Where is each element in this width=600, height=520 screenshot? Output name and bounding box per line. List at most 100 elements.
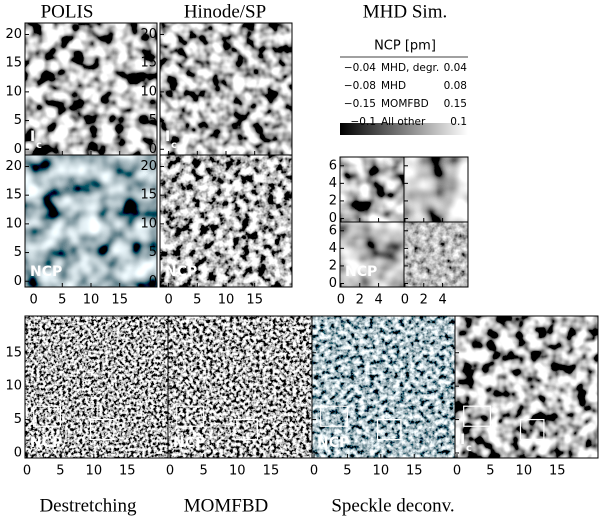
y-tick-label: 15 <box>5 345 22 360</box>
legend-min: −0.08 <box>344 80 376 92</box>
y-tick-label: 0 <box>329 211 337 226</box>
x-tick-label: 15 <box>111 293 128 308</box>
panel-frame <box>403 221 469 288</box>
x-tick-label: 2 <box>356 293 364 308</box>
column-title: MHD Sim. <box>363 1 447 22</box>
region-box <box>376 418 402 441</box>
y-tick-label: 15 <box>5 188 22 203</box>
legend-case: MHD, degr. <box>381 62 439 74</box>
x-tick-label: 10 <box>86 464 103 479</box>
panel-label: NCP <box>165 264 197 280</box>
region-box <box>519 418 545 441</box>
column-title: POLIS <box>41 1 94 22</box>
legend-min: −0.04 <box>344 62 376 74</box>
y-tick-label: 5 <box>14 245 22 260</box>
image-panel <box>168 316 312 458</box>
panel-label: NCP <box>345 264 377 280</box>
y-tick-label: 0 <box>329 276 337 291</box>
x-tick-label: 4 <box>438 293 446 308</box>
region-box <box>320 405 349 427</box>
x-tick-label: 0 <box>164 293 172 308</box>
legend-min: −0.1 <box>351 116 377 128</box>
y-tick-label: 6 <box>329 158 337 173</box>
image-panel <box>160 23 292 155</box>
x-tick-label: 0 <box>337 293 345 308</box>
y-tick-label: 0 <box>14 142 22 157</box>
x-tick-label: 15 <box>246 293 263 308</box>
region-box <box>233 418 259 441</box>
x-tick-label: 10 <box>373 464 390 479</box>
legend-case: All other <box>381 116 426 128</box>
y-tick-label: 20 <box>5 159 22 174</box>
image-panel <box>160 155 292 287</box>
y-tick-label: 10 <box>140 216 157 231</box>
legend-case: MOMFBD <box>381 98 429 110</box>
y-tick-label: 5 <box>14 113 22 128</box>
x-tick-label: 0 <box>29 293 37 308</box>
x-tick-label: 10 <box>229 464 246 479</box>
x-tick-label: 0 <box>401 293 409 308</box>
y-tick-label: 15 <box>5 56 22 71</box>
image-panel <box>455 316 598 458</box>
x-tick-label: 0 <box>453 464 461 479</box>
x-tick-label: 5 <box>193 293 201 308</box>
y-tick-label: 0 <box>14 274 22 289</box>
legend-case: MHD <box>381 80 406 92</box>
x-tick-label: 5 <box>58 293 66 308</box>
panel-caption: Speckle deconv. <box>331 495 454 516</box>
x-tick-label: 15 <box>406 464 423 479</box>
y-tick-label: 20 <box>140 27 157 42</box>
panel-frame <box>454 315 599 459</box>
y-tick-label: 0 <box>149 274 157 289</box>
color-bar <box>340 123 468 135</box>
legend-max: 0.15 <box>444 98 467 110</box>
y-tick-label: 0 <box>14 445 22 460</box>
y-tick-label: 10 <box>140 84 157 99</box>
x-tick-label: 0 <box>166 464 174 479</box>
x-tick-label: 15 <box>549 464 566 479</box>
panel-label: I <box>460 432 465 448</box>
y-tick-label: 15 <box>140 188 157 203</box>
y-tick-label: 2 <box>329 193 337 208</box>
panel-label: NCP <box>173 435 205 451</box>
y-tick-label: 10 <box>5 84 22 99</box>
legend-max: 0.04 <box>444 62 468 74</box>
y-tick-label: 5 <box>149 245 157 260</box>
panel-caption: MOMFBD <box>184 495 268 516</box>
region-box <box>463 405 492 427</box>
x-tick-label: 15 <box>263 464 280 479</box>
image-panel <box>312 316 455 458</box>
y-tick-label: 4 <box>329 241 337 256</box>
region-box <box>176 405 205 427</box>
x-tick-label: 5 <box>56 464 64 479</box>
legend-max: 0.08 <box>444 80 467 92</box>
x-tick-label: 0 <box>310 464 318 479</box>
x-tick-label: 15 <box>119 464 136 479</box>
panel-caption: Destretching <box>39 495 137 516</box>
image-panel <box>340 157 404 222</box>
legend-max: 0.1 <box>450 116 467 128</box>
x-tick-label: 10 <box>83 293 100 308</box>
panel-label: I <box>30 129 35 145</box>
y-tick-label: 6 <box>329 223 337 238</box>
x-tick-label: 2 <box>420 293 428 308</box>
y-tick-label: 10 <box>5 379 22 394</box>
x-tick-label: 10 <box>218 293 235 308</box>
x-tick-label: 5 <box>486 464 494 479</box>
legend-min: −0.15 <box>344 98 376 110</box>
panel-label: NCP <box>30 435 62 451</box>
image-panel <box>404 157 468 222</box>
panel-label: NCP <box>30 264 62 280</box>
x-tick-label: 10 <box>516 464 533 479</box>
y-tick-label: 4 <box>329 176 337 191</box>
image-panel <box>25 23 157 155</box>
image-panel <box>25 155 157 287</box>
image-panel <box>25 316 168 458</box>
y-tick-label: 0 <box>149 142 157 157</box>
y-tick-label: 5 <box>14 412 22 427</box>
y-tick-label: 2 <box>329 258 337 273</box>
image-panel <box>340 222 404 287</box>
region-box <box>89 418 115 441</box>
